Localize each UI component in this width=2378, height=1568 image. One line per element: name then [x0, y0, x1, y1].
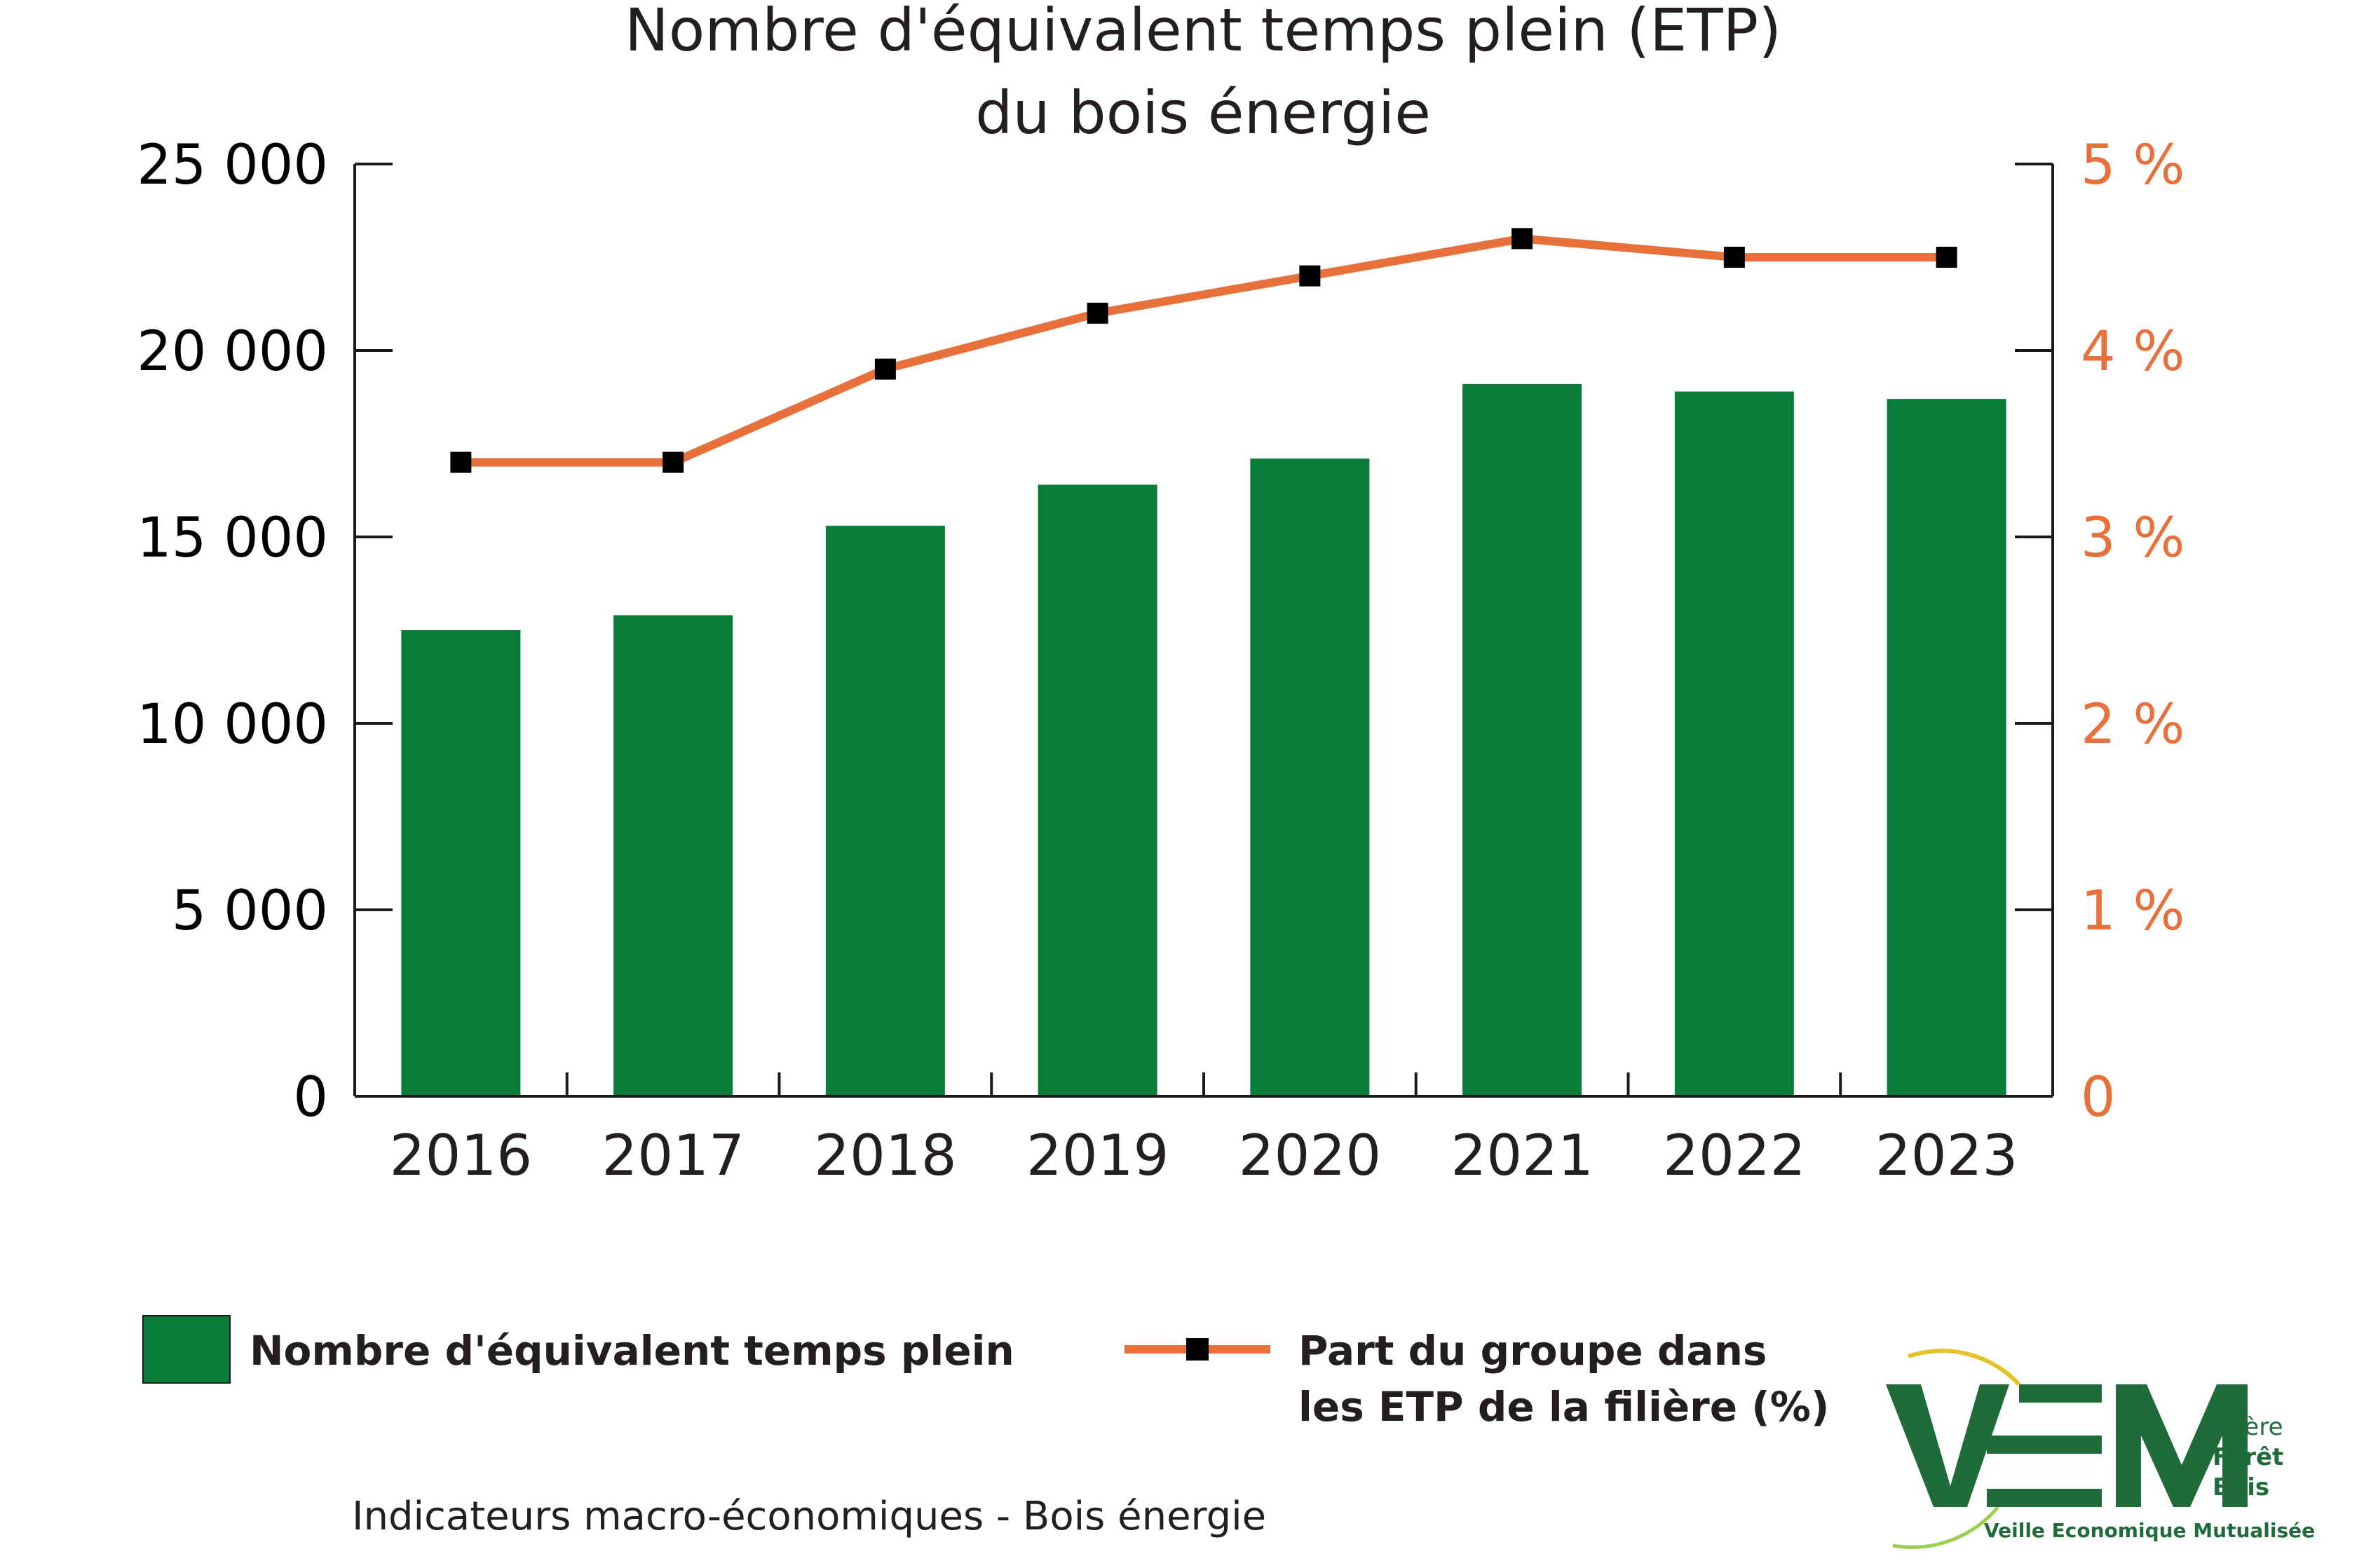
legend-bar-swatch: [142, 1315, 231, 1384]
line-marker-2022: [1723, 247, 1745, 268]
y-left-tick-label: 10 000: [137, 693, 328, 756]
x-tick-label: 2019: [1026, 1123, 1169, 1188]
line-series: [450, 228, 1957, 473]
y-right-tick-label: 1 %: [2081, 880, 2185, 943]
logo-letter-e-middle: [1987, 1436, 2102, 1454]
bar-2021: [1462, 383, 1582, 1096]
bar-2018: [825, 526, 945, 1096]
logo-word-foret: Forêt: [2213, 1443, 2283, 1471]
x-tick-label: 2021: [1450, 1123, 1594, 1188]
logo-letter-v: [1886, 1384, 2009, 1507]
line-marker-2017: [663, 451, 684, 473]
y-left-tick-label: 0: [293, 1066, 328, 1129]
legend: Nombre d'équivalent temps plein Part du …: [142, 1315, 1829, 1431]
x-tick-label: 2017: [602, 1123, 745, 1188]
bar-2022: [1674, 391, 1794, 1096]
y-right-tick-label: 4 %: [2081, 320, 2185, 383]
y-left-tick-label: 5 000: [172, 880, 328, 943]
bar-2019: [1038, 484, 1157, 1096]
chart-title-line-1: Nombre d'équivalent temps plein (ETP): [625, 0, 1781, 64]
x-tick-label: 2018: [814, 1123, 957, 1188]
logo-letter-e-bottom: [1987, 1489, 2102, 1507]
y-left-tick-label: 25 000: [137, 134, 328, 197]
logo-arc-top: [1908, 1349, 2021, 1386]
bar-series: [401, 383, 2006, 1096]
line-marker-2019: [1087, 302, 1108, 324]
x-tick-label: 2016: [390, 1123, 533, 1188]
legend-line-marker: [1186, 1338, 1209, 1361]
x-tick-label: 2020: [1239, 1123, 1382, 1188]
chart-title-line-2: du bois énergie: [975, 79, 1431, 147]
vem-logo: Filière Forêt Bois Veille Economique Mut…: [1886, 1349, 2315, 1549]
line-marker-2023: [1936, 247, 1957, 268]
y-right-tick-label: 5 %: [2081, 134, 2185, 197]
x-tick-label: 2023: [1875, 1123, 2018, 1188]
x-tick-label: 2022: [1663, 1123, 1806, 1188]
legend-bar-label: Nombre d'équivalent temps plein: [250, 1327, 1014, 1375]
logo-letter-e-top: [2019, 1384, 2102, 1403]
y-right-tick-label: 0: [2081, 1066, 2116, 1129]
legend-line-label-2: les ETP de la filière (%): [1298, 1383, 1829, 1431]
line-marker-2018: [874, 358, 896, 380]
bar-2020: [1250, 458, 1370, 1096]
legend-line-label-1: Part du groupe dans: [1298, 1327, 1767, 1375]
line-marker-2016: [450, 451, 472, 473]
logo-letter-m: [2116, 1384, 2248, 1507]
line-marker-2020: [1299, 265, 1321, 287]
logo-tagline: Veille Economique Mutualisée: [1984, 1519, 2315, 1542]
logo-word-filiere: Filière: [2213, 1413, 2283, 1441]
tick-labels: 0 5 000 10 000 15 000 20 000 25 000 0 1 % 2 % 3 %…: [137, 134, 2185, 1188]
y-left-tick-label: 20 000: [137, 320, 328, 383]
y-right-tick-label: 2 %: [2081, 693, 2185, 756]
y-right-tick-label: 3 %: [2081, 507, 2185, 570]
logo-word-bois: Bois: [2213, 1473, 2269, 1501]
y-left-tick-label: 15 000: [137, 507, 328, 570]
bar-2023: [1887, 399, 2006, 1096]
line-marker-2021: [1511, 228, 1533, 250]
line-path: [461, 234, 1947, 467]
bar-2016: [401, 630, 521, 1096]
footer-caption: Indicateurs macro-économiques - Bois éne…: [352, 1494, 1266, 1539]
axes: [353, 163, 2054, 1098]
bar-2017: [613, 615, 733, 1096]
logo-arc-bottom: [1892, 1506, 1999, 1549]
